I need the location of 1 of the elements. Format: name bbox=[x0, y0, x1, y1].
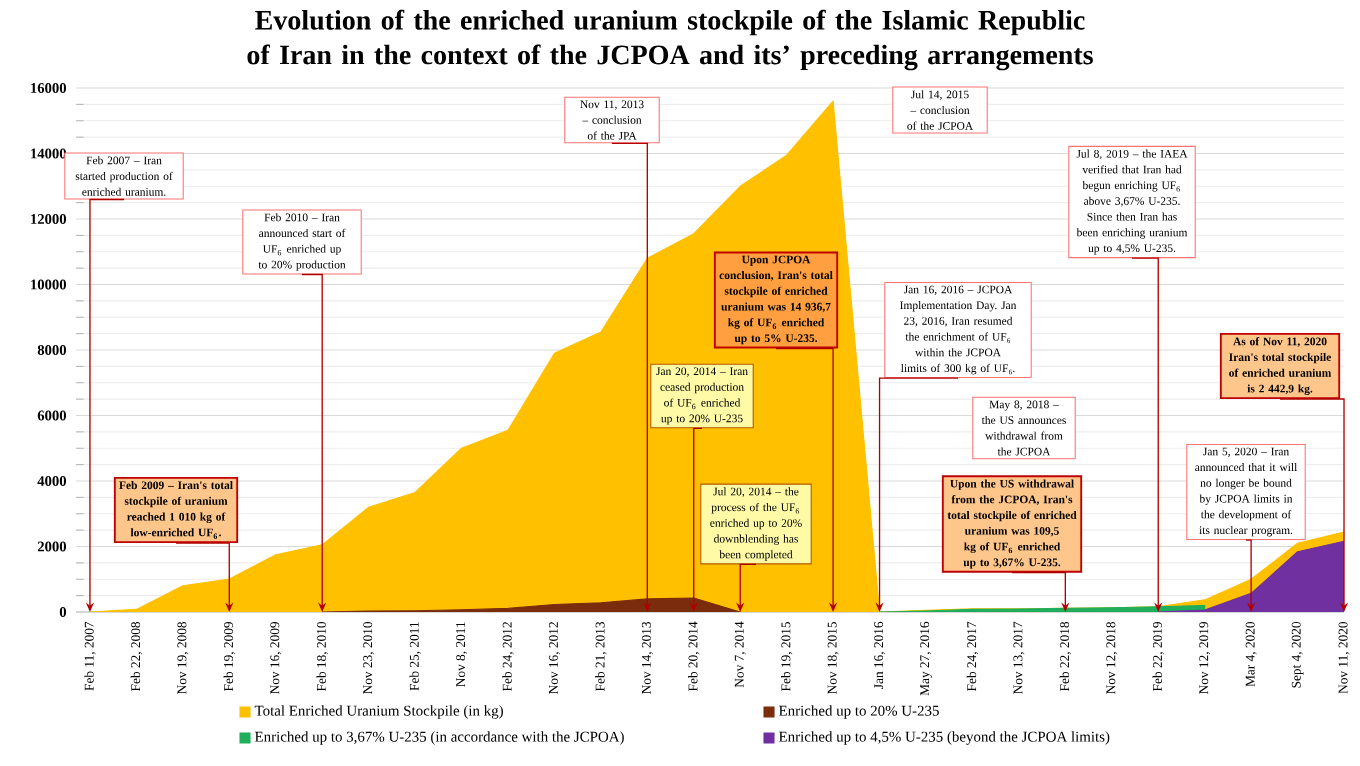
chart-title: Evolution of the enriched uranium stockpile of the Islamic Republic of Iran in the context of the JCPOA and its’ preceding arrangements bbox=[247, 9, 1093, 71]
